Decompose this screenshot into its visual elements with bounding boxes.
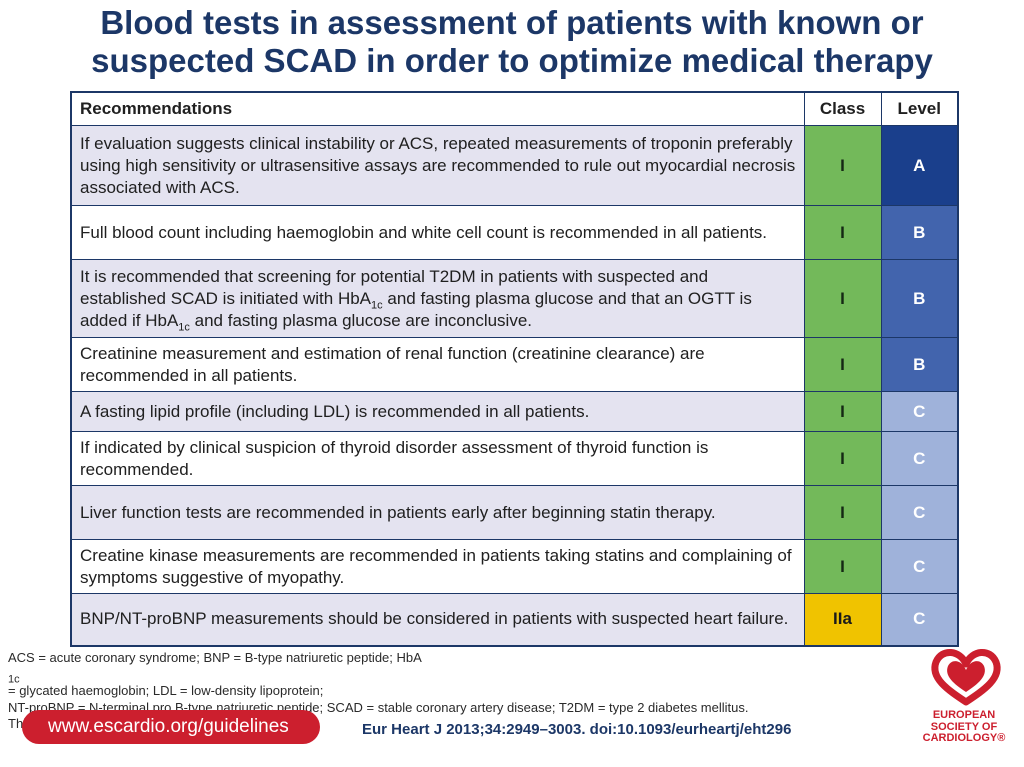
level-cell: C: [880, 539, 959, 594]
class-cell: I: [803, 259, 882, 338]
table-row: If indicated by clinical suspicion of th…: [70, 431, 959, 486]
recommendation-text-part-2: and fasting plasma glucose and that an O…: [80, 288, 752, 330]
table-row: BNP/NT-proBNP measurements should be con…: [70, 593, 959, 646]
recommendation-text: Liver function tests are recommended in …: [70, 485, 805, 540]
class-cell: IIa: [803, 593, 882, 646]
footnote-text: ACS = acute coronary syndrome; BNP = B-t…: [8, 650, 422, 665]
recommendation-text-part-1: It is recommended that screening for pot…: [80, 266, 709, 308]
recommendation-text: If evaluation suggests clinical instabil…: [70, 125, 805, 206]
level-cell: C: [880, 593, 959, 646]
recommendation-text: A fasting lipid profile (including LDL) …: [70, 391, 805, 432]
journal-citation: Eur Heart J 2013;34:2949–3003. doi:10.10…: [362, 721, 792, 738]
esc-heart-logo-icon: [931, 649, 1001, 706]
header-class: Class: [803, 91, 882, 126]
table-header-row: Recommendations Class Level: [70, 91, 959, 126]
recommendation-text: BNP/NT-proBNP measurements should be con…: [70, 593, 805, 646]
class-cell: I: [803, 391, 882, 432]
table-row: Creatine kinase measurements are recomme…: [70, 539, 959, 594]
level-cell: C: [880, 431, 959, 486]
subscript: 1c: [178, 320, 190, 333]
subscript: 1c: [371, 298, 383, 311]
title-line-1: Blood tests in assessment of patients wi…: [100, 4, 924, 41]
header-level: Level: [880, 91, 959, 126]
slide-title: Blood tests in assessment of patients wi…: [0, 4, 1024, 80]
footnote-line-1: ACS = acute coronary syndrome; BNP = B-t…: [8, 650, 908, 700]
level-cell: B: [880, 205, 959, 260]
level-cell: C: [880, 391, 959, 432]
level-cell: C: [880, 485, 959, 540]
logo-line-1: EUROPEAN: [932, 709, 996, 721]
logo-line-2: SOCIETY OF: [930, 720, 998, 733]
recommendation-text-part-3: and fasting plasma glucose are inconclus…: [189, 310, 533, 330]
class-cell: I: [803, 485, 882, 540]
recommendation-text: Creatine kinase measurements are recomme…: [70, 539, 805, 594]
class-cell: I: [803, 431, 882, 486]
logo-line-3: CARDIOLOGY®: [922, 732, 1006, 744]
level-cell: A: [880, 125, 959, 206]
table-row: It is recommended that screening for pot…: [70, 259, 959, 338]
class-cell: I: [803, 205, 882, 260]
subscript: 1c: [8, 673, 20, 686]
class-cell: I: [803, 125, 882, 206]
recommendation-text: Full blood count including haemoglobin a…: [70, 205, 805, 260]
table-row: Creatinine measurement and estimation of…: [70, 337, 959, 392]
recommendation-text: Creatinine measurement and estimation of…: [70, 337, 805, 392]
footnote-text: = glycated haemoglobin; LDL = low-densit…: [8, 683, 324, 698]
class-cell: I: [803, 337, 882, 392]
recommendations-table: Recommendations Class Level If evaluatio…: [70, 91, 959, 647]
class-cell: I: [803, 539, 882, 594]
recommendation-text: If indicated by clinical suspicion of th…: [70, 431, 805, 486]
level-cell: B: [880, 259, 959, 338]
table-row: A fasting lipid profile (including LDL) …: [70, 391, 959, 432]
level-cell: B: [880, 337, 959, 392]
esc-logo-text: EUROPEAN SOCIETY OF CARDIOLOGY®: [906, 709, 1022, 745]
guidelines-link[interactable]: www.escardio.org/guidelines: [22, 710, 320, 744]
table-row: If evaluation suggests clinical instabil…: [70, 125, 959, 206]
table-row: Liver function tests are recommended in …: [70, 485, 959, 540]
title-line-2: suspected SCAD in order to optimize medi…: [91, 42, 933, 79]
header-recommendations: Recommendations: [70, 91, 805, 126]
recommendation-text: It is recommended that screening for pot…: [70, 259, 805, 338]
table-row: Full blood count including haemoglobin a…: [70, 205, 959, 260]
